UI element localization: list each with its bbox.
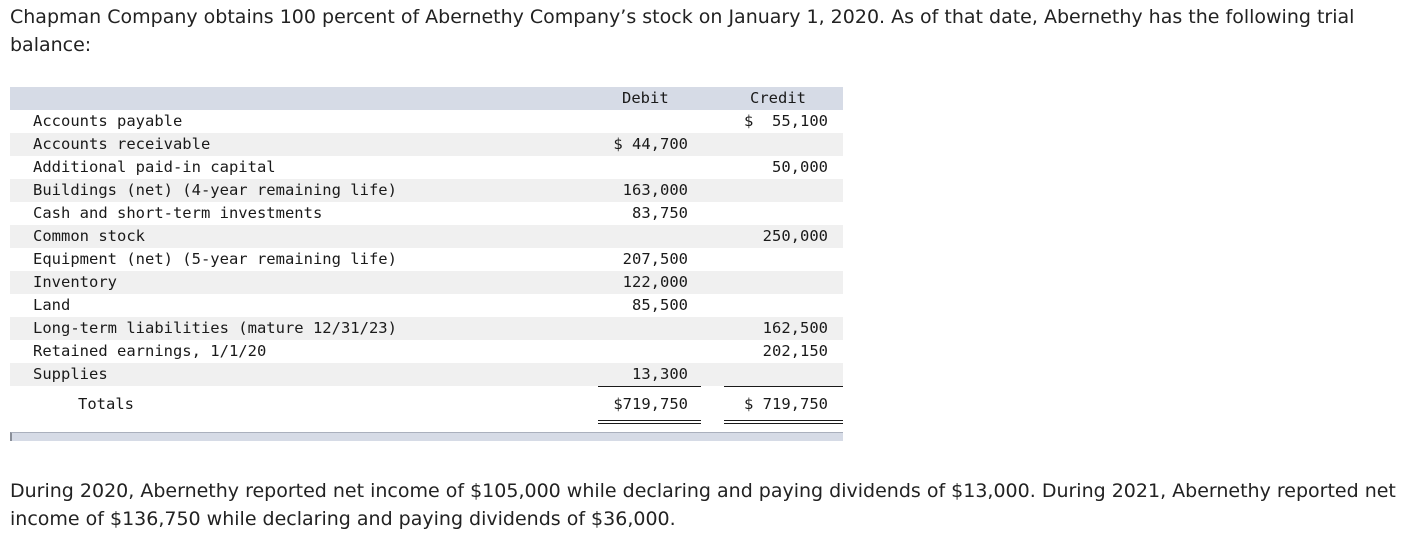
row-credit: 250,000 bbox=[762, 227, 828, 245]
table-row: Inventory 122,000 bbox=[10, 271, 843, 294]
row-label: Accounts payable bbox=[33, 112, 183, 130]
debit-total-rule bbox=[598, 386, 701, 387]
row-label: Accounts receivable bbox=[33, 135, 211, 153]
table-row: Equipment (net) (5-year remaining life) … bbox=[10, 248, 843, 271]
row-debit: 122,000 bbox=[622, 273, 688, 291]
debit-double-rule-2 bbox=[598, 423, 701, 424]
row-credit: 50,000 bbox=[772, 158, 828, 176]
credit-total-rule bbox=[724, 386, 843, 387]
debit-double-rule-1 bbox=[598, 420, 701, 421]
trial-balance-table: Debit Credit Accounts payable $ 55,100 A… bbox=[10, 87, 843, 441]
totals-debit: $719,750 bbox=[613, 395, 688, 413]
row-label: Retained earnings, 1/1/20 bbox=[33, 342, 267, 360]
table-row: Supplies 13,300 bbox=[10, 363, 843, 386]
debit-header: Debit bbox=[622, 89, 669, 107]
table-row: Cash and short-term investments 83,750 bbox=[10, 202, 843, 225]
row-label: Buildings (net) (4-year remaining life) bbox=[33, 181, 397, 199]
row-label: Cash and short-term investments bbox=[33, 204, 323, 222]
totals-credit: $ 719,750 bbox=[744, 395, 828, 413]
totals-row: Totals $719,750 $ 719,750 bbox=[10, 393, 843, 416]
table-row: Accounts receivable $ 44,700 bbox=[10, 133, 843, 156]
table-row: Land 85,500 bbox=[10, 294, 843, 317]
row-label: Inventory bbox=[33, 273, 117, 291]
totals-label: Totals bbox=[78, 395, 134, 413]
credit-double-rule-2 bbox=[724, 423, 843, 424]
credit-double-rule-1 bbox=[724, 420, 843, 421]
table-header: Debit Credit bbox=[10, 87, 843, 110]
credit-header: Credit bbox=[750, 89, 806, 107]
table-row: Accounts payable $ 55,100 bbox=[10, 110, 843, 133]
row-debit: 85,500 bbox=[632, 296, 688, 314]
row-debit: $ 44,700 bbox=[613, 135, 688, 153]
intro-paragraph: Chapman Company obtains 100 percent of A… bbox=[10, 6, 1355, 56]
row-debit: 83,750 bbox=[632, 204, 688, 222]
table-row: Buildings (net) (4-year remaining life) … bbox=[10, 179, 843, 202]
row-debit: 207,500 bbox=[622, 250, 688, 268]
row-label: Additional paid-in capital bbox=[33, 158, 276, 176]
table-row: Common stock 250,000 bbox=[10, 225, 843, 248]
row-label: Common stock bbox=[33, 227, 145, 245]
table-row: Additional paid-in capital 50,000 bbox=[10, 156, 843, 179]
closing-paragraph: During 2020, Abernethy reported net inco… bbox=[10, 480, 1396, 530]
table-footer-bar bbox=[10, 432, 843, 441]
row-debit: 13,300 bbox=[632, 365, 688, 383]
row-credit: 162,500 bbox=[762, 319, 828, 337]
row-label: Equipment (net) (5-year remaining life) bbox=[33, 250, 397, 268]
table-row: Retained earnings, 1/1/20 202,150 bbox=[10, 340, 843, 363]
row-credit: 202,150 bbox=[762, 342, 828, 360]
row-debit: 163,000 bbox=[622, 181, 688, 199]
table-row: Long-term liabilities (mature 12/31/23) … bbox=[10, 317, 843, 340]
row-label: Land bbox=[33, 296, 71, 314]
row-credit: $ 55,100 bbox=[744, 112, 828, 130]
row-label: Supplies bbox=[33, 365, 108, 383]
row-label: Long-term liabilities (mature 12/31/23) bbox=[33, 319, 397, 337]
